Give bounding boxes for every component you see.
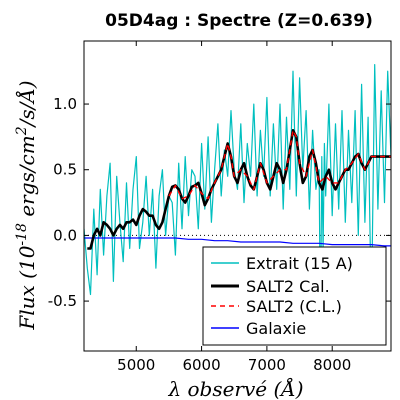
y-axis-label-units-tail: /s/Å) (14, 80, 39, 128)
x-axis-label: λ observé (Å) (167, 376, 303, 400)
y-tick-label: 1.0 (53, 95, 77, 113)
x-tick-label: 8000 (313, 356, 351, 374)
series-line-galaxie (84, 237, 391, 247)
legend: Extrait (15 A) SALT2 Cal. SALT2 (C.L.) G… (202, 246, 387, 346)
y-axis-label-exponent: -18 (14, 223, 30, 246)
y-tick-label: -0.5 (48, 292, 77, 310)
legend-label-galaxie: Galaxie (246, 319, 306, 338)
y-axis-label-units-exponent: 2 (14, 126, 30, 136)
ticks-layer: 5000 6000 7000 8000 -0.5 0.0 0.5 1.0 (48, 41, 391, 374)
y-tick-label: 0.5 (53, 161, 77, 179)
x-tick-label: 7000 (248, 356, 286, 374)
plot-frame (83, 40, 392, 352)
svg-text:Flux (10-18 ergs/cm2/s/Å): Flux (10-18 ergs/cm2/s/Å) (14, 80, 39, 330)
y-axis-label-units: ergs/cm (15, 135, 39, 223)
y-axis-label: Flux (10-18 ergs/cm2/s/Å) (14, 80, 39, 330)
legend-label-salt2-cl: SALT2 (C.L.) (246, 297, 342, 316)
chart-title: 05D4ag : Spectre (Z=0.639) (105, 11, 373, 31)
y-axis-label-text: Flux (10 (15, 245, 39, 330)
x-tick-label: 6000 (182, 356, 220, 374)
series-line-extrait-15-a (84, 63, 391, 335)
series-layer (84, 63, 391, 335)
x-tick-label: 5000 (117, 356, 155, 374)
legend-label-salt2-cal: SALT2 Cal. (246, 277, 330, 296)
series-line-salt2-c-l (168, 129, 391, 200)
y-tick-label: 0.0 (53, 226, 77, 244)
legend-label-extrait: Extrait (15 A) (246, 254, 353, 273)
